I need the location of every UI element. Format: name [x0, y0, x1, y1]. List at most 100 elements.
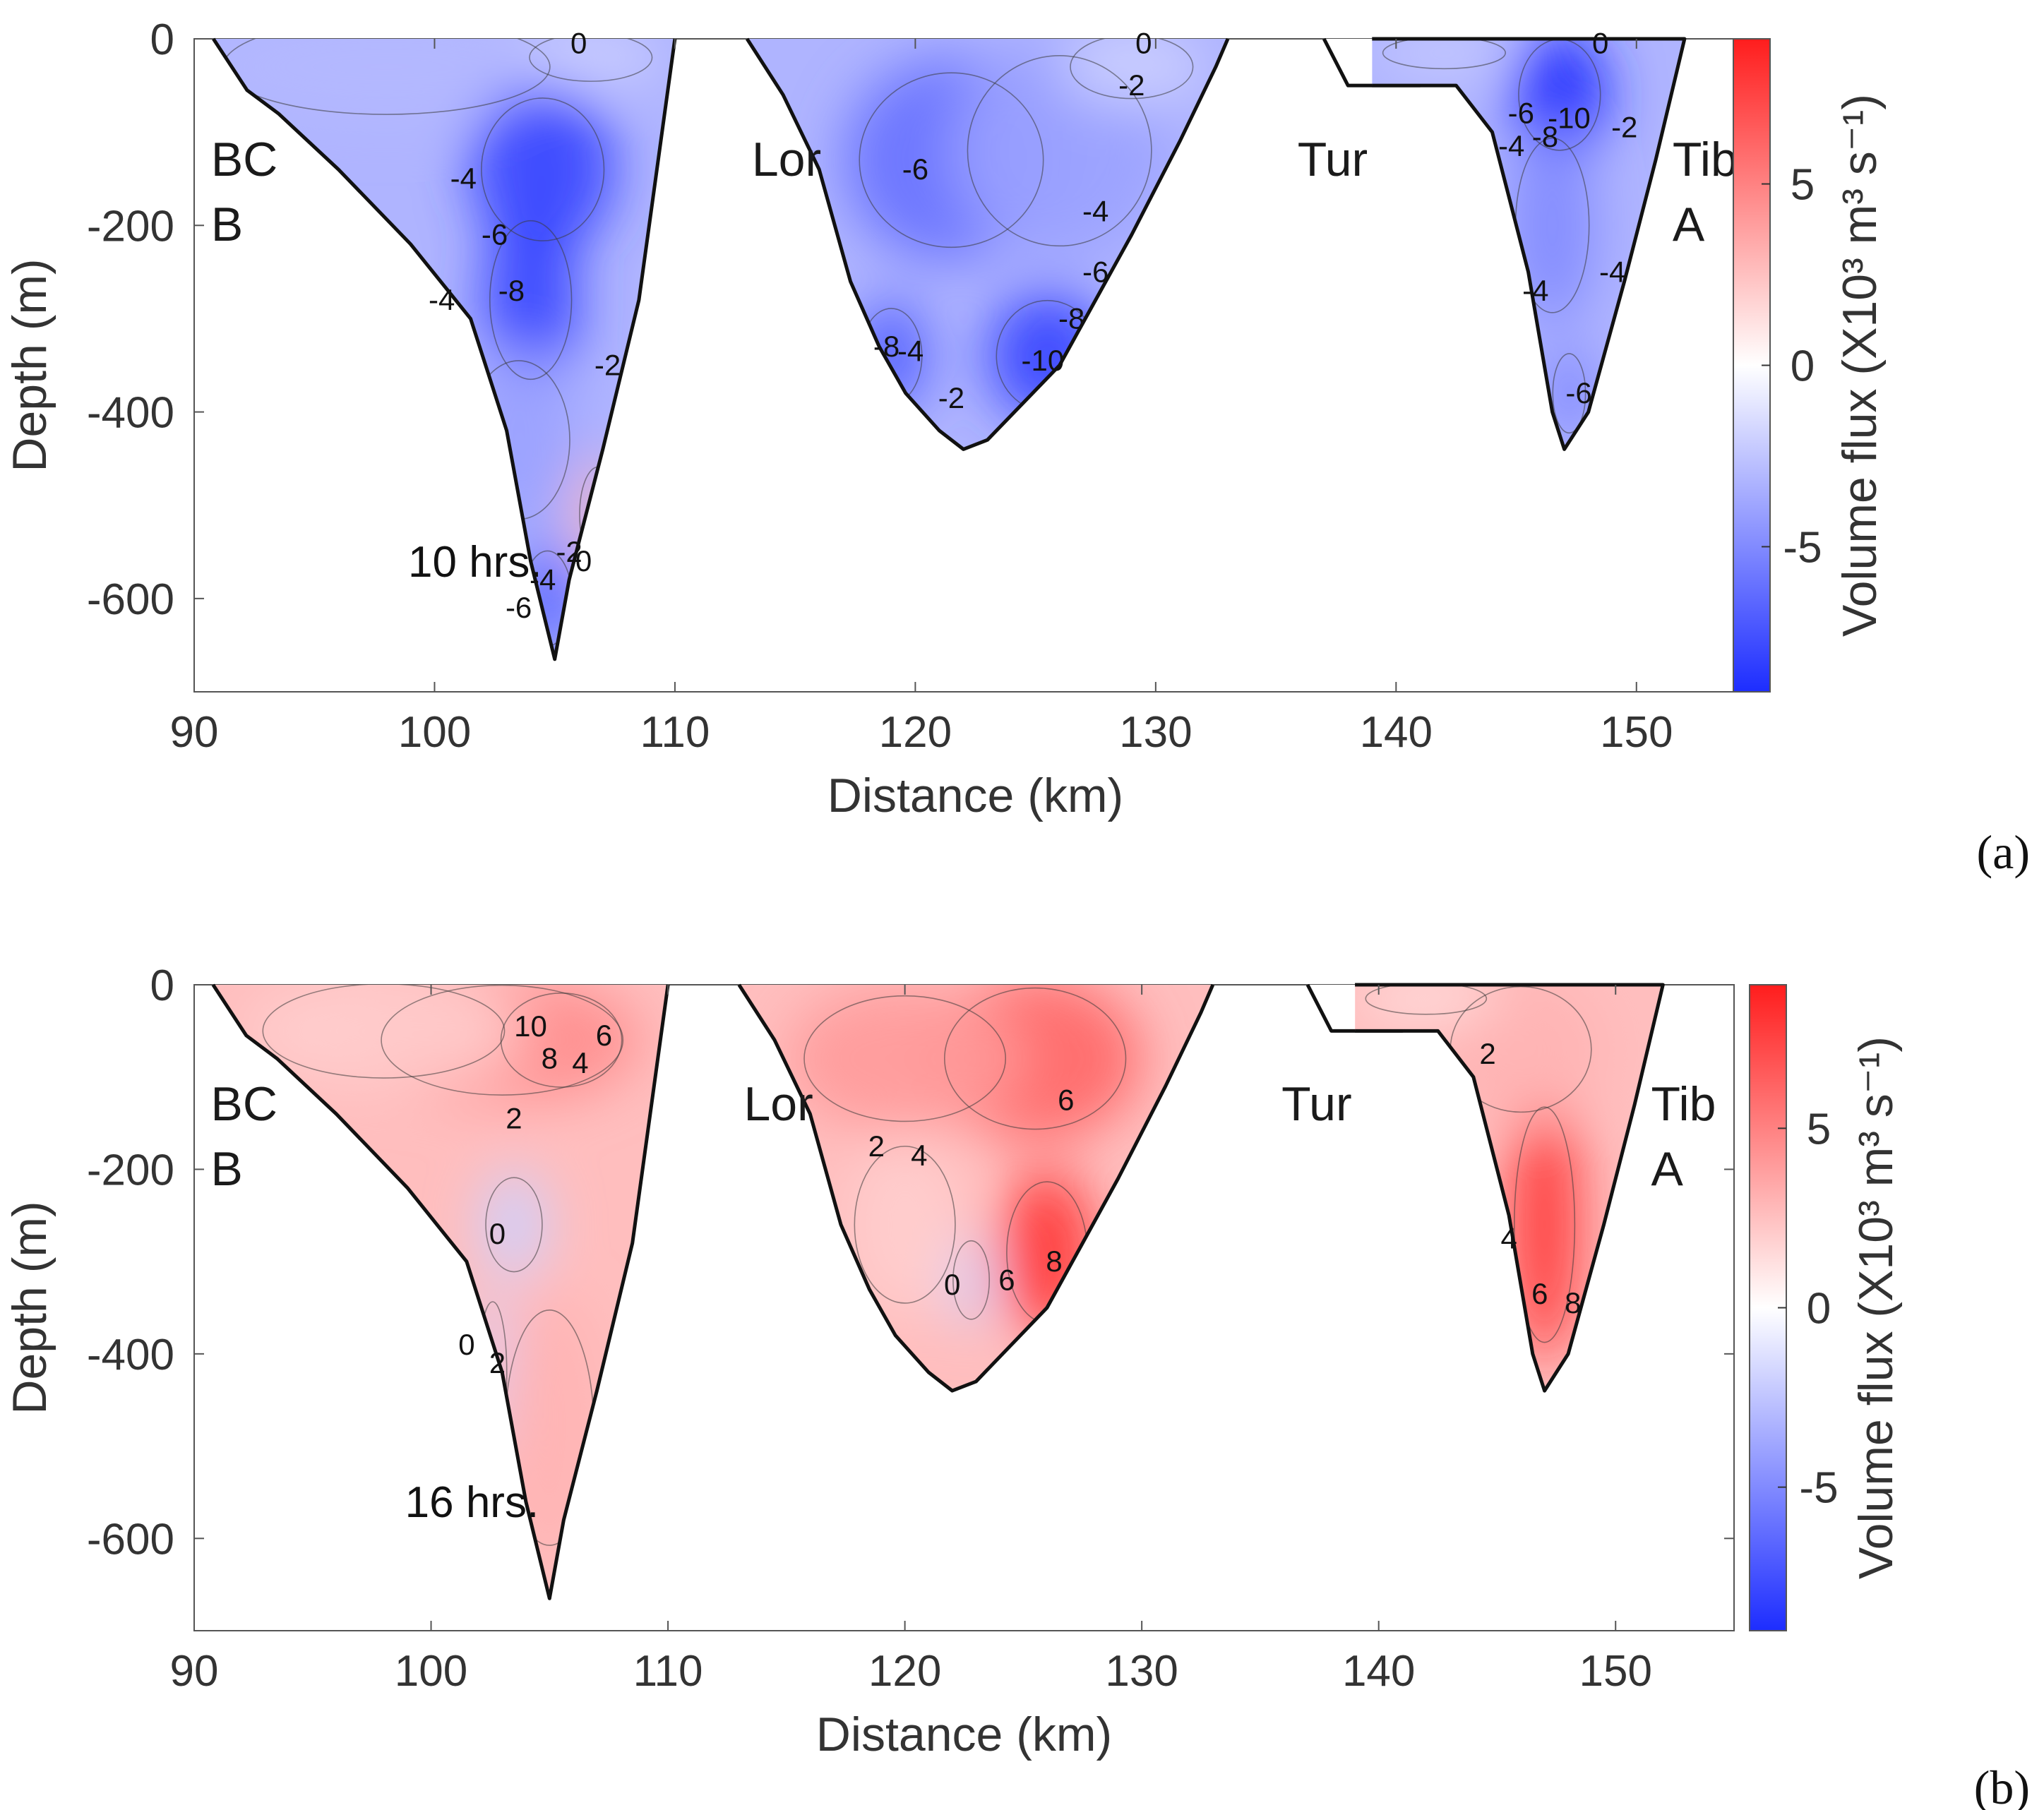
contour-label: 4 [911, 1139, 927, 1172]
contour-label: -4 [1082, 194, 1108, 227]
colorbar-label: Volume flux (X10³ m³ s⁻¹) [1833, 94, 1887, 637]
contour-label: 10 [514, 1009, 547, 1043]
bathymetry-outline [737, 983, 1215, 1393]
contour-label: 0 [944, 1268, 960, 1301]
flux-cell [1511, 39, 1608, 160]
flux-cell [1372, 39, 1517, 72]
channel-label: Tur [1298, 133, 1368, 186]
contour-line [803, 995, 1007, 1122]
contour-line [967, 54, 1152, 247]
contour-label: 6 [998, 1263, 1015, 1296]
x-tick-label: 120 [879, 708, 952, 757]
contour-line [1365, 985, 1488, 1015]
colorbar-tick-label: -5 [1783, 523, 1822, 572]
contour-label: -6 [506, 591, 532, 624]
x-tick-label: 110 [633, 1647, 703, 1696]
channel-label: BC [210, 1077, 277, 1131]
bathymetry-outline [212, 37, 677, 661]
x-tick-label: 150 [1579, 1647, 1652, 1696]
bathymetry-outline [745, 37, 1230, 451]
flux-cell [1438, 985, 1604, 1124]
contour-label: -4 [450, 162, 477, 195]
x-tick-label: 150 [1600, 708, 1673, 757]
contour-line [485, 1177, 543, 1273]
channel-label: Lor [743, 1077, 813, 1131]
flux-cell [950, 1233, 993, 1326]
contour-label: -2 [594, 349, 621, 382]
channel-tib-a: 0-6 -10-8-4-2-4-4-6 [1372, 27, 1687, 451]
contour-label: -4 [429, 283, 455, 316]
channel-label: A [1651, 1142, 1684, 1196]
x-axis: 90 100 110 120 130 140 150 Distance (km) [170, 39, 1673, 822]
contour-line [481, 97, 605, 241]
contour-label: -4 [897, 335, 924, 368]
channel-label: Tur [1281, 1077, 1351, 1131]
x-tick-label: 130 [1119, 708, 1192, 757]
contour-line [1382, 39, 1507, 70]
contour-label: -4 [1522, 274, 1548, 307]
y-tick-label: -200 [87, 1146, 174, 1194]
panel-a: 0-4-6-8-4-2-6-4-20BCB0-2-6-4-6-8-10-8-4-… [3, 16, 2030, 879]
flux-cell [482, 206, 579, 394]
colorbar: 5 0 -5 Volume flux (X10³ m³ s⁻¹) [1733, 38, 1887, 693]
y-tick-label: -400 [87, 389, 174, 438]
x-axis-label: Distance (km) [827, 769, 1123, 822]
bathymetry-outline [211, 983, 670, 1600]
flux-field [747, 39, 1228, 450]
flux-cell [1059, 39, 1204, 104]
y-tick-label: -200 [87, 202, 174, 251]
contour-label: 6 [596, 1019, 612, 1052]
colorbar-tick-label: 0 [1807, 1285, 1831, 1333]
contour-label: -8 [1532, 120, 1558, 153]
flux-cell [1550, 347, 1589, 440]
contour-label: 6 [1531, 1277, 1548, 1310]
contour-label: 0 [458, 1328, 474, 1361]
contour-line [944, 987, 1127, 1130]
y-tick-label: 0 [150, 961, 174, 1010]
y-tick-label: -600 [87, 1515, 174, 1564]
channel-label: B [210, 1142, 242, 1196]
contour-label: -6 [1565, 376, 1591, 409]
contour-label: -2 [1611, 111, 1637, 144]
contour-label: -4 [1498, 129, 1524, 162]
flux-cell [1355, 985, 1498, 1017]
x-tick-label: 140 [1342, 1647, 1415, 1696]
x-tick-label: 130 [1105, 1647, 1178, 1696]
contour-label: 8 [542, 1042, 558, 1075]
channel-label: Lor [752, 133, 821, 186]
contour-label: -8 [873, 330, 900, 363]
contour-line [500, 992, 623, 1088]
bathymetry-outline [1355, 983, 1665, 1393]
time-label: 16 hrs. [405, 1478, 539, 1527]
channel-label: A [1673, 198, 1705, 251]
flux-field [1372, 39, 1685, 450]
contour-label: 0 [1135, 27, 1152, 60]
colorbar-label: Volume flux (X10³ m³ s⁻¹) [1849, 1036, 1903, 1579]
contour-label: -10 [1548, 101, 1591, 134]
contour-label: -4 [1599, 255, 1625, 288]
contour-line [381, 985, 624, 1096]
panel-label: (b) [1974, 1761, 2030, 1810]
contour-line [1513, 1106, 1576, 1343]
contour-label: 8 [1046, 1245, 1062, 1278]
contour-label: -2 [556, 535, 582, 568]
flux-cell [213, 39, 579, 123]
channel-label: Tib [1673, 133, 1738, 186]
colorbar-tick-label: 0 [1791, 342, 1815, 391]
contour-label: 0 [1592, 27, 1608, 60]
contour-label: 0 [570, 27, 587, 60]
panel-label: (a) [1977, 825, 2030, 879]
colorbar: 5 0 -5 Volume flux (X10³ m³ s⁻¹) [1749, 984, 1903, 1631]
y-tick-label: 0 [150, 16, 174, 64]
contour-label: -6 [1508, 97, 1534, 130]
y-tick-label: -400 [87, 1331, 174, 1379]
x-tick-label: 110 [640, 708, 710, 757]
contour-label: 2 [1479, 1037, 1495, 1070]
x-tick-label: 100 [398, 708, 471, 757]
colorbar-tick-label: -5 [1799, 1464, 1838, 1513]
contour-line [1552, 353, 1586, 434]
y-axis-label: Depth (m) [3, 1201, 56, 1414]
